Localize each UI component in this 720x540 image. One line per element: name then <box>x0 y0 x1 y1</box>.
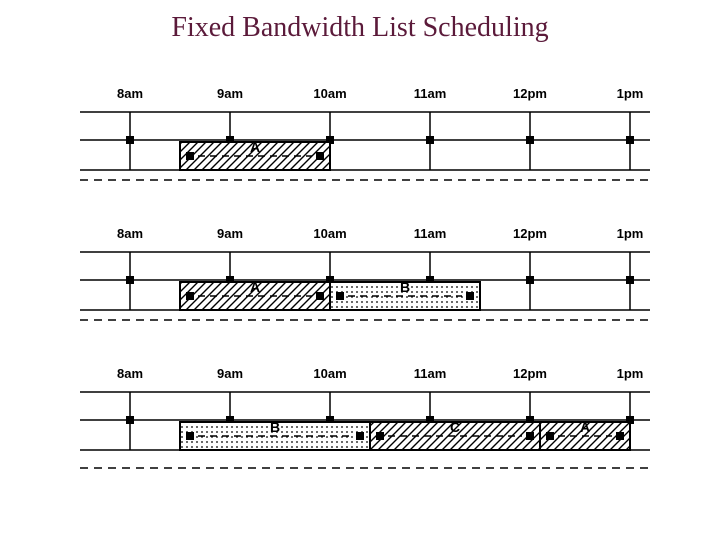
block-label: A <box>250 139 260 155</box>
block-label: B <box>270 419 280 435</box>
time-label: 11am <box>414 226 447 241</box>
block-label: A <box>580 419 590 435</box>
time-label: 12pm <box>513 226 547 241</box>
block-label: C <box>450 419 460 435</box>
time-label: 1pm <box>617 226 644 241</box>
time-label: 10am <box>313 226 346 241</box>
block-end-marker <box>616 432 624 440</box>
time-label: 11am <box>414 366 447 381</box>
hour-marker <box>626 136 634 144</box>
block-end-marker <box>186 432 194 440</box>
hour-marker <box>626 276 634 284</box>
block-end-marker <box>316 292 324 300</box>
block-end-marker <box>376 432 384 440</box>
time-label: 1pm <box>617 366 644 381</box>
timeline-panel: 8am 9am 10am 11am 12pm 1pm A B <box>60 220 660 350</box>
time-label: 9am <box>217 86 243 101</box>
block-end-marker <box>186 292 194 300</box>
time-label: 10am <box>313 86 346 101</box>
time-label: 8am <box>117 366 143 381</box>
time-label: 9am <box>217 226 243 241</box>
block-end-marker <box>526 432 534 440</box>
block-end-marker <box>186 152 194 160</box>
hour-marker <box>426 136 434 144</box>
block-end-marker <box>546 432 554 440</box>
timeline-panel: 8am 9am 10am 11am 12pm 1pm B C A <box>60 360 660 500</box>
block-end-marker <box>356 432 364 440</box>
block-end-marker <box>466 292 474 300</box>
block-end-marker <box>336 292 344 300</box>
timeline-panel: 8am 9am 10am 11am 12pm 1pm A <box>60 80 660 210</box>
time-label: 11am <box>414 86 447 101</box>
time-label: 12pm <box>513 366 547 381</box>
time-label: 8am <box>117 86 143 101</box>
time-label: 8am <box>117 226 143 241</box>
hour-marker <box>526 276 534 284</box>
hour-marker <box>126 276 134 284</box>
time-label: 12pm <box>513 86 547 101</box>
block-label: B <box>400 279 410 295</box>
hour-marker <box>126 136 134 144</box>
time-label: 9am <box>217 366 243 381</box>
block-label: A <box>250 279 260 295</box>
block-end-marker <box>316 152 324 160</box>
hour-marker <box>526 136 534 144</box>
time-label: 10am <box>313 366 346 381</box>
hour-marker <box>126 416 134 424</box>
page-title: Fixed Bandwidth List Scheduling <box>0 12 720 44</box>
time-label: 1pm <box>617 86 644 101</box>
